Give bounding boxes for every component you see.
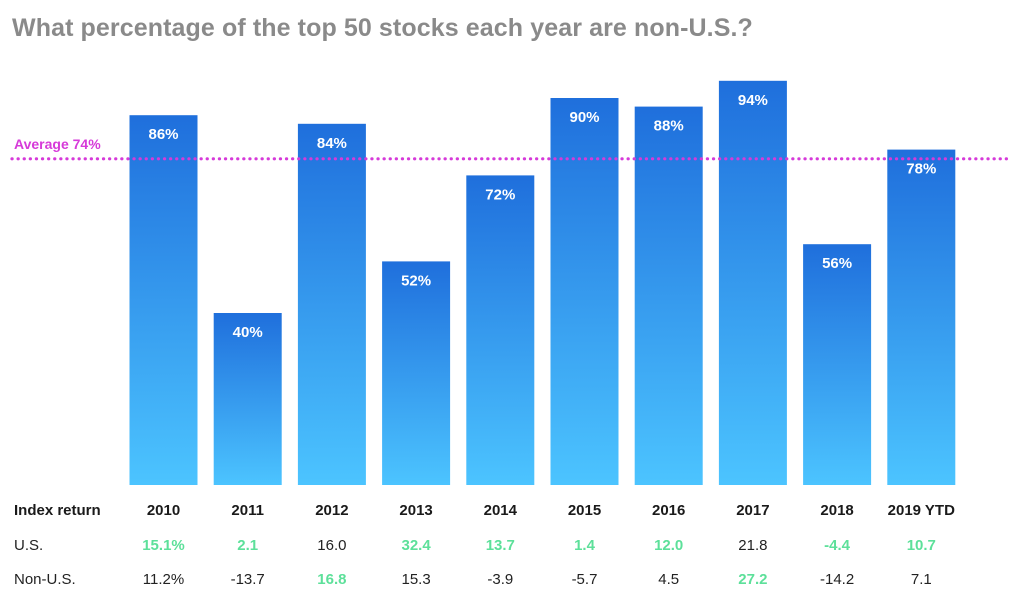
data-label-2010: 86% bbox=[148, 126, 178, 143]
table-header-label: Index return bbox=[14, 502, 101, 519]
bar-2017 bbox=[718, 80, 787, 486]
data-label-2016: 88% bbox=[654, 118, 684, 135]
data-label-2011: 40% bbox=[233, 324, 263, 341]
bar-2012 bbox=[297, 123, 366, 486]
column-header-2010: 2010 bbox=[146, 502, 181, 519]
column-header-2012: 2012 bbox=[315, 502, 349, 519]
cell-u-s-2014: 13.7 bbox=[485, 537, 515, 554]
cell-non-u-s-2011: -13.7 bbox=[230, 571, 265, 588]
cell-u-s-2017: 21.8 bbox=[738, 537, 768, 554]
row-label-non-u-s: Non-U.S. bbox=[14, 571, 76, 588]
data-label-2014: 72% bbox=[485, 186, 515, 203]
bar-2010 bbox=[129, 115, 198, 485]
bar-2011 bbox=[213, 313, 282, 485]
row-label-u-s: U.S. bbox=[14, 537, 44, 554]
cell-non-u-s-2017: 27.2 bbox=[738, 571, 768, 588]
cell-u-s-2016: 12.0 bbox=[654, 537, 684, 554]
data-label-2012: 84% bbox=[317, 135, 347, 152]
bar-2015 bbox=[550, 98, 619, 485]
column-header-2017: 2017 bbox=[736, 502, 770, 519]
cell-non-u-s-2015: -5.7 bbox=[571, 571, 598, 588]
bar-2019-ytd bbox=[887, 149, 956, 485]
bar-2014 bbox=[466, 175, 535, 485]
cell-u-s-2018: -4.4 bbox=[824, 537, 851, 554]
data-labels-layer: 86% 40% 84% 52% 72% 90% 88% 94% 56% 78% bbox=[148, 92, 936, 341]
bars-layer bbox=[129, 80, 956, 486]
column-header-2018: 2018 bbox=[820, 502, 854, 519]
bar-2016 bbox=[634, 106, 703, 485]
column-header-2013: 2013 bbox=[399, 502, 433, 519]
data-label-2013: 52% bbox=[401, 272, 431, 289]
column-header-2011: 2011 bbox=[231, 502, 264, 519]
cell-u-s-2019-ytd: 10.7 bbox=[906, 537, 936, 554]
average-layer: Average 74% bbox=[10, 136, 1012, 161]
column-header-2019-ytd: 2019 YTD bbox=[887, 502, 955, 519]
cell-non-u-s-2016: 4.5 bbox=[658, 571, 680, 588]
cell-non-u-s-2010: 11.2% bbox=[142, 571, 185, 588]
column-header-2016: 2016 bbox=[652, 502, 686, 519]
data-label-2018: 56% bbox=[822, 255, 852, 272]
cell-u-s-2015: 1.4 bbox=[574, 537, 595, 554]
cell-non-u-s-2014: -3.9 bbox=[487, 571, 514, 588]
bar-2013 bbox=[382, 261, 451, 485]
bar-2018 bbox=[803, 244, 872, 485]
cell-u-s-2012: 16.0 bbox=[317, 537, 347, 554]
cell-non-u-s-2018: -14.2 bbox=[819, 571, 855, 588]
cell-non-u-s-2012: 16.8 bbox=[317, 571, 347, 588]
average-label: Average 74% bbox=[14, 136, 101, 152]
data-label-2019-ytd: 78% bbox=[906, 161, 936, 178]
cell-u-s-2013: 32.4 bbox=[401, 537, 431, 554]
column-header-2014: 2014 bbox=[483, 502, 517, 519]
column-header-2015: 2015 bbox=[567, 502, 602, 519]
cell-non-u-s-2019-ytd: 7.1 bbox=[910, 571, 932, 588]
cell-u-s-2010: 15.1% bbox=[142, 537, 185, 554]
data-label-2017: 94% bbox=[738, 92, 768, 109]
data-label-2015: 90% bbox=[569, 109, 599, 126]
chart-title: What percentage of the top 50 stocks eac… bbox=[12, 14, 753, 42]
cell-non-u-s-2013: 15.3 bbox=[401, 571, 431, 588]
cell-u-s-2011: 2.1 bbox=[237, 537, 259, 554]
